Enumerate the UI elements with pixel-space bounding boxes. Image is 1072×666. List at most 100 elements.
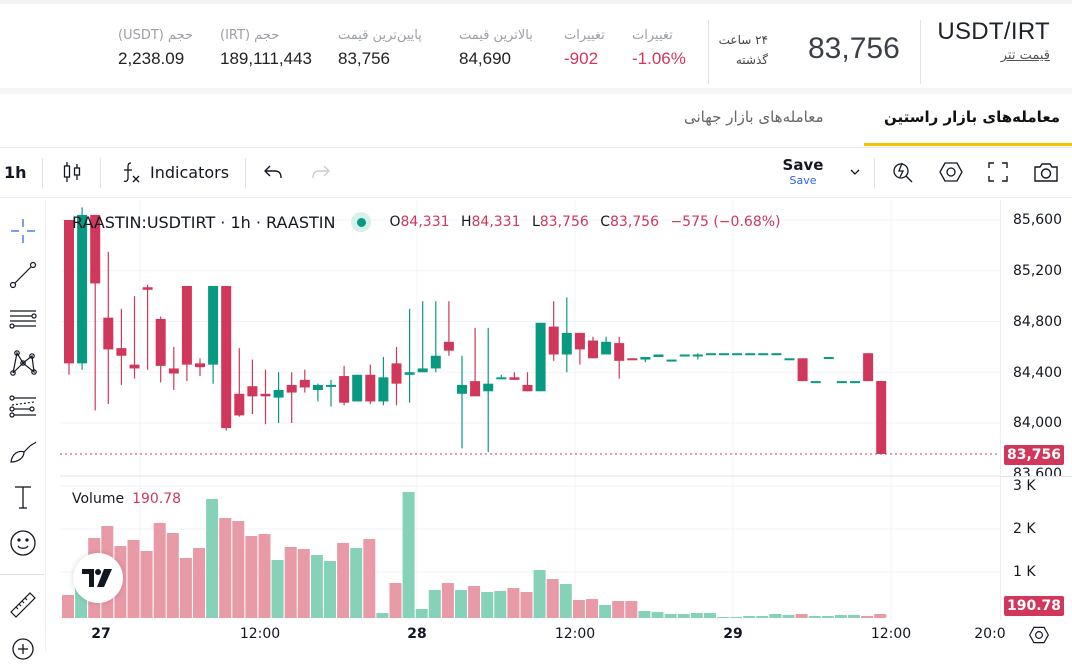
parallel-lines-icon [9, 310, 37, 329]
ruler-icon [10, 592, 36, 618]
measure-tool[interactable] [6, 588, 40, 622]
stat-low: پایین‌ترین قیمت 83,756 [338, 28, 422, 69]
redo-button[interactable] [310, 158, 332, 186]
trend-line-tool[interactable] [6, 258, 40, 292]
price-tick: 84,000 [1013, 415, 1062, 431]
interval-button[interactable]: 1h [4, 162, 27, 182]
brush-icon [10, 441, 37, 463]
ohlc-values: O84,331 H84,331 L83,756 C83,756 −575 (−0… [389, 214, 781, 230]
pair-subtitle-link[interactable]: قیمت تتر [1000, 48, 1050, 63]
divider [100, 158, 101, 188]
tab-raastin-trades[interactable]: معامله‌های بازار راستین [884, 108, 1061, 126]
settings-button[interactable] [938, 158, 964, 186]
pair-block: USDT/IRT قیمت تتر [937, 18, 1050, 63]
stat-label: تغییرات [632, 28, 673, 43]
smiley-icon [10, 530, 36, 556]
time-axis[interactable]: 27 12:00 28 12:00 29 12:00 20:0 [60, 622, 1049, 651]
divider [0, 574, 44, 575]
time-tick: 12:00 [870, 626, 912, 642]
indicators-button[interactable]: Indicators [120, 158, 229, 186]
candles-icon [63, 162, 81, 182]
zoom-in-tool[interactable] [6, 632, 40, 666]
function-icon [123, 162, 140, 183]
chart-legend: RAASTIN:USDTIRT · 1h · RAASTIN O84,331 H… [72, 212, 787, 232]
stat-high: بالاترین قیمت 84,690 [459, 28, 533, 69]
divider [708, 20, 709, 84]
volume-tick: 2 K [1013, 521, 1036, 537]
volume-tick: 3 K [1013, 478, 1036, 494]
stat-label: بالاترین قیمت [459, 28, 533, 43]
time-tick: 12:00 [554, 626, 596, 642]
horizontal-lines-tool[interactable] [6, 302, 40, 336]
chevron-down-icon [850, 169, 860, 175]
divider [920, 20, 921, 84]
drawing-toolbar [0, 200, 46, 660]
stat-value: 189,111,443 [220, 49, 313, 68]
chart-toolbar: 1h Indicators Save Save [0, 148, 1072, 198]
close-value: 83,756 [610, 214, 659, 230]
stat-change-abs: تغییرات -902 [564, 28, 605, 69]
text-icon [15, 486, 31, 509]
divider [874, 158, 875, 188]
fib-tool[interactable] [6, 390, 40, 424]
price-chart[interactable] [60, 200, 1000, 620]
price-axis[interactable]: 85,600 85,200 84,800 84,400 84,000 83,60… [1000, 200, 1072, 620]
tradingview-logo[interactable] [73, 553, 123, 603]
save-sub-label: Save [789, 174, 817, 187]
price-tick: 84,400 [1013, 365, 1062, 381]
undo-button[interactable] [262, 158, 284, 186]
undo-icon [264, 165, 282, 179]
market-header: USDT/IRT قیمت تتر 83,756 ۲۴ ساعت گذشته ت… [0, 0, 1072, 94]
save-button[interactable]: Save Save [780, 156, 826, 187]
chart-type-button[interactable] [60, 158, 84, 186]
time-tick: 20:0 [974, 626, 1006, 642]
redo-icon [312, 165, 330, 179]
price-tick: 85,600 [1013, 212, 1062, 228]
camera-icon [1034, 163, 1058, 182]
stat-volume-irt: حجم (IRT) 189,111,443 [220, 28, 312, 69]
trend-line-icon [9, 261, 37, 289]
time-tick: 12:00 [239, 626, 281, 642]
crosshair-tool[interactable] [6, 214, 40, 248]
settings-hexagon-icon [939, 162, 963, 182]
low-value: 83,756 [539, 214, 589, 230]
emoji-tool[interactable] [6, 526, 40, 560]
stat-value: -1.06% [632, 49, 686, 68]
lightning-search-icon [893, 162, 913, 183]
pattern-tool[interactable] [6, 346, 40, 380]
volume-tick: 1 K [1013, 564, 1036, 580]
quick-search-button[interactable] [890, 158, 916, 186]
stat-value: 2,238.09 [118, 49, 185, 68]
volume-value: 190.78 [132, 491, 182, 507]
indicators-label: Indicators [150, 162, 230, 182]
axis-settings-button[interactable] [1028, 624, 1050, 650]
volume-legend: Volume 190.78 [72, 491, 181, 507]
current-price-tag: 83,756 [1004, 445, 1064, 465]
brush-tool[interactable] [6, 434, 40, 468]
time-tick: 28 [407, 626, 427, 642]
tradingview-logo-icon [82, 569, 112, 587]
fullscreen-icon [988, 162, 1008, 182]
open-value: 84,331 [400, 214, 450, 230]
stat-value: 83,756 [338, 49, 390, 68]
fullscreen-button[interactable] [986, 158, 1010, 186]
fib-retracement-icon [9, 395, 36, 418]
period-label: ۲۴ ساعت گذشته [718, 30, 768, 70]
save-options-button[interactable] [848, 158, 862, 186]
stat-label: پایین‌ترین قیمت [338, 28, 422, 43]
time-tick: 29 [723, 626, 743, 642]
stat-label: حجم (IRT) [220, 28, 280, 43]
stat-value: 84,690 [459, 49, 511, 68]
last-price: 83,756 [808, 32, 900, 65]
screenshot-button[interactable] [1032, 158, 1060, 186]
price-tick: 85,200 [1013, 263, 1062, 279]
market-tabs: معامله‌های بازار راستین معامله‌های بازار… [0, 94, 1072, 148]
price-tick: 84,800 [1013, 314, 1062, 330]
symbol-title[interactable]: RAASTIN:USDTIRT · 1h · RAASTIN [72, 212, 336, 232]
tab-global-trades[interactable]: معامله‌های بازار جهانی [684, 108, 824, 126]
high-value: 84,331 [471, 214, 521, 230]
text-tool[interactable] [6, 480, 40, 514]
stat-change-percent: تغییرات -1.06% [632, 28, 686, 69]
volume-label: Volume [72, 491, 125, 507]
divider [42, 158, 43, 188]
